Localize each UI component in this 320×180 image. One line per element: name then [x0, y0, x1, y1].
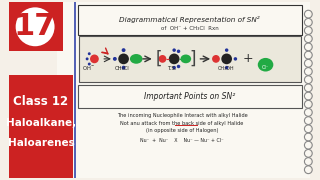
Circle shape	[221, 53, 232, 64]
Circle shape	[169, 53, 180, 64]
Circle shape	[122, 48, 125, 52]
Text: Cl⁻: Cl⁻	[262, 65, 269, 70]
Circle shape	[225, 66, 228, 69]
Text: CH₃Cl: CH₃Cl	[115, 66, 130, 71]
Circle shape	[113, 57, 117, 61]
FancyBboxPatch shape	[9, 3, 63, 51]
Text: ]: ]	[190, 50, 196, 68]
FancyBboxPatch shape	[9, 75, 73, 177]
Text: Not anu attack from the back side of alkyl Halide: Not anu attack from the back side of alk…	[120, 121, 244, 126]
Ellipse shape	[130, 54, 142, 64]
Text: CH₃OH: CH₃OH	[217, 66, 234, 71]
Circle shape	[177, 65, 180, 68]
FancyBboxPatch shape	[79, 35, 300, 82]
Text: T.S.: T.S.	[167, 66, 177, 71]
Circle shape	[16, 7, 54, 46]
Circle shape	[88, 52, 91, 55]
Text: 17: 17	[14, 12, 56, 41]
Circle shape	[122, 66, 125, 70]
Text: Diagrammatical Representation of SN²: Diagrammatical Representation of SN²	[119, 15, 260, 22]
Circle shape	[86, 57, 89, 60]
Text: [: [	[156, 50, 162, 68]
Circle shape	[234, 57, 237, 61]
Circle shape	[159, 55, 166, 63]
Text: Class 12: Class 12	[13, 95, 68, 108]
Text: The incoming Nucleophile Interact with alkyl Halide: The incoming Nucleophile Interact with a…	[116, 113, 247, 118]
Circle shape	[172, 48, 176, 52]
Circle shape	[225, 48, 228, 52]
Ellipse shape	[258, 58, 273, 71]
Circle shape	[118, 53, 129, 64]
Circle shape	[90, 55, 99, 63]
FancyBboxPatch shape	[58, 3, 310, 177]
Circle shape	[88, 63, 91, 66]
Circle shape	[172, 66, 176, 69]
Text: Nu⁻  +  Nu⁻    X    Nu⁻ — Nu⁻ + Cl⁻: Nu⁻ + Nu⁻ X Nu⁻ — Nu⁻ + Cl⁻	[140, 138, 224, 143]
Text: (in opposite side of Halogen): (in opposite side of Halogen)	[146, 128, 218, 133]
Text: Important Points on SN²: Important Points on SN²	[144, 92, 235, 101]
Ellipse shape	[180, 55, 191, 63]
Text: Haloarenes: Haloarenes	[8, 138, 74, 147]
Circle shape	[212, 55, 220, 63]
Text: of  OH⁻ + CH₃Cl  Rxn: of OH⁻ + CH₃Cl Rxn	[161, 26, 219, 31]
Text: +: +	[243, 52, 253, 65]
Text: OH$^-$: OH$^-$	[82, 64, 95, 72]
Text: Haloalkane,: Haloalkane,	[6, 118, 76, 128]
Circle shape	[177, 50, 180, 53]
